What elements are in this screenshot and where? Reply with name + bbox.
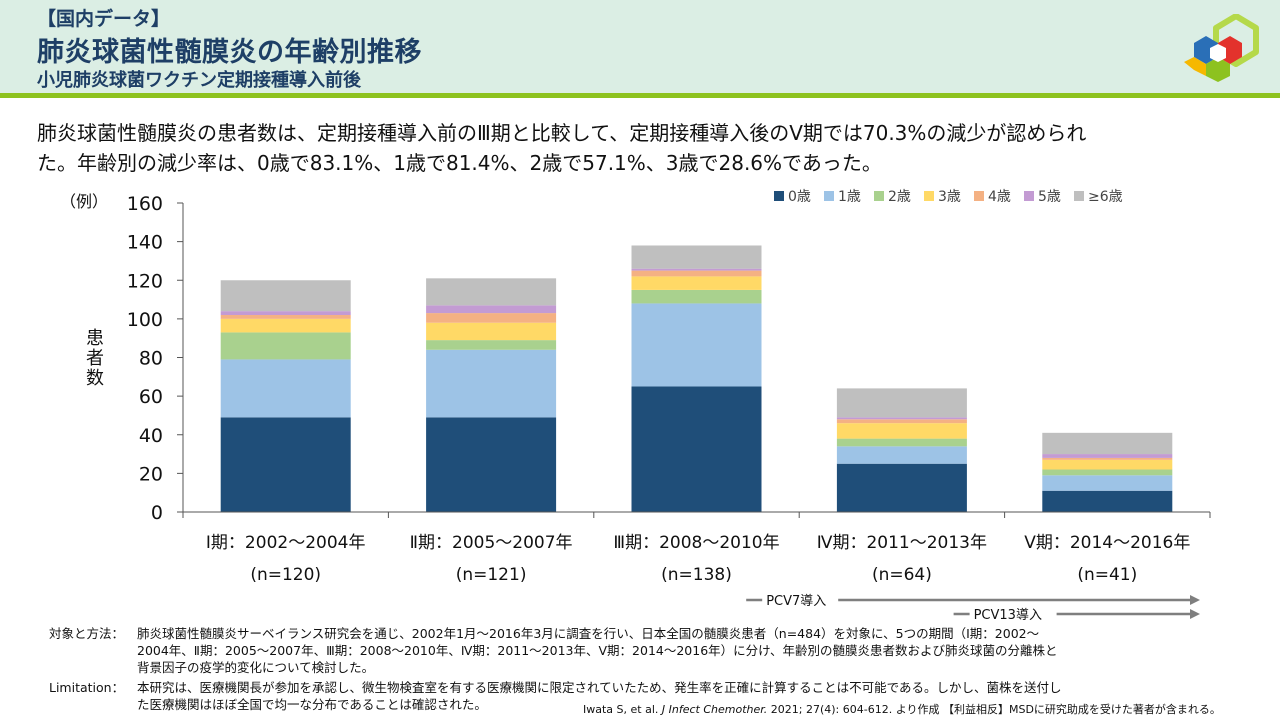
bar-segment (836, 446, 967, 464)
bar-segment (836, 419, 967, 424)
bar-segment (220, 332, 351, 360)
legend-label: 3歳 (938, 189, 961, 205)
summary-line-2: た。年齢別の減少率は、0歳で83.1%、1歳で81.4%、2歳で57.1%、3歳… (37, 151, 882, 175)
bar-segment (836, 417, 967, 420)
x-category-n-label: (n=41) (1077, 565, 1137, 585)
x-category-label: Ⅴ期：2014～2016年 (1024, 533, 1190, 553)
bar-segment (220, 315, 351, 319)
bar-segment (220, 318, 351, 333)
x-category-n-label: (n=120) (250, 565, 321, 585)
y-axis-title-char: 者 (86, 348, 104, 369)
legend-swatch (1074, 191, 1084, 201)
page-title: 肺炎球菌性髄膜炎の年齢別推移 (37, 37, 422, 68)
bar-segment (426, 278, 557, 306)
bar-segment (220, 311, 351, 316)
bar-segment (836, 423, 967, 439)
pcv-arrow-head (1190, 609, 1200, 619)
bar-segment (836, 438, 967, 447)
bar-segment (1042, 457, 1173, 460)
legend-swatch (874, 191, 884, 201)
y-tick-label: 120 (127, 270, 163, 292)
bar-segment (631, 268, 762, 271)
x-category-label: Ⅲ期：2008～2010年 (613, 533, 779, 553)
methods-line-1: 肺炎球菌性髄膜炎サーベイランス研究会を通じ、2002年1月～2016年3月に調査… (137, 626, 1040, 641)
y-tick-label: 20 (139, 463, 163, 485)
methods-line-2: 2004年、Ⅱ期：2005～2007年、Ⅲ期：2008～2010年、Ⅳ期：201… (137, 643, 1058, 658)
bar-segment (1042, 475, 1173, 491)
bar-segment (426, 349, 557, 418)
page-subtitle: 小児肺炎球菌ワクチン定期接種導入前後 (37, 70, 361, 91)
x-category-label: Ⅱ期：2005～2007年 (410, 533, 573, 553)
bar-segment (426, 305, 557, 314)
pcv-label: PCV7導入 (766, 594, 826, 609)
bar-segment (426, 313, 557, 323)
bar-segment (1042, 469, 1173, 476)
legend-swatch (824, 191, 834, 201)
category-tag: 【国内データ】 (37, 8, 171, 30)
bar-segment (631, 276, 762, 290)
legend-label: 1歳 (838, 189, 861, 205)
bar-segment (426, 417, 557, 512)
bar-segment (836, 463, 967, 512)
company-logo-icon (1184, 14, 1259, 82)
x-category-n-label: (n=121) (456, 565, 527, 585)
bar-segment (1042, 490, 1173, 512)
legend-swatch (1024, 191, 1034, 201)
legend-swatch (774, 191, 784, 201)
limitation-label: Limitation： (49, 680, 125, 695)
x-category-label: Ⅳ期：2011～2013年 (817, 533, 987, 553)
y-unit-label: （例） (60, 192, 108, 211)
legend-label: 0歳 (788, 189, 811, 205)
header-band: 【国内データ】 肺炎球菌性髄膜炎の年齢別推移 小児肺炎球菌ワクチン定期接種導入前… (0, 0, 1280, 93)
bar-segment (220, 280, 351, 312)
bar-segment (631, 303, 762, 387)
legend-swatch (974, 191, 984, 201)
y-tick-label: 80 (139, 348, 163, 370)
bar-segment (1042, 454, 1173, 458)
header-accent-line (0, 93, 1280, 98)
bar-segment (220, 417, 351, 512)
bar-segment (631, 386, 762, 512)
stacked-bar-chart: 0 20 40 60 80 100 120 140 160 （例） 患者数 Ⅰ期：2002～2004年… (60, 189, 1211, 620)
summary-line-1: 肺炎球菌性髄膜炎の患者数は、定期接種導入前のⅢ期と比較して、定期接種導入後のⅤ期… (37, 121, 1087, 145)
legend-label: 4歳 (988, 189, 1011, 205)
citation-details: 2021; 27(4): 604-612. より作成 【利益相反】MSDに研究助… (770, 703, 1221, 716)
limitation-line-2: た医療機関はほぼ全国で均一な分布であることは確認された。 (137, 697, 487, 712)
pcv-arrow-head (1190, 595, 1200, 605)
x-category-n-label: (n=64) (872, 565, 932, 585)
bar-segment (220, 359, 351, 418)
methods-line-3: 背景因子の疫学的変化について検討した。 (137, 660, 375, 675)
legend-label: 5歳 (1038, 189, 1061, 205)
bar-segment (426, 322, 557, 341)
y-axis-title-char: 患 (86, 328, 104, 349)
summary-text: 肺炎球菌性髄膜炎の患者数は、定期接種導入前のⅢ期と比較して、定期接種導入後のⅤ期… (37, 118, 1257, 178)
y-tick-label: 40 (139, 425, 163, 447)
legend-label: 2歳 (888, 189, 911, 205)
bar-segment (1042, 459, 1173, 470)
y-tick-label: 160 (127, 193, 163, 215)
citation-authors: Iwata S, et al. (583, 703, 659, 716)
legend-label: ≥6歳 (1088, 189, 1123, 205)
y-tick-label: 100 (127, 309, 163, 331)
x-category-label: Ⅰ期：2002～2004年 (206, 533, 366, 553)
bar-segment (836, 388, 967, 418)
y-tick-label: 0 (151, 502, 163, 524)
bar-segment (1042, 432, 1173, 455)
bar-segment (631, 245, 762, 269)
limitation-line-1: 本研究は、医療機関長が参加を承認し、微生物検査室を有する医療機関に限定されていた… (137, 680, 1062, 695)
pcv-label: PCV13導入 (974, 608, 1042, 620)
y-tick-label: 140 (127, 232, 163, 254)
bar-segment (631, 289, 762, 304)
bar-segment (631, 270, 762, 277)
citation-journal: J Infect Chemother. (661, 703, 768, 716)
methods-label: 対象と方法： (49, 626, 125, 641)
x-category-n-label: (n=138) (661, 565, 732, 585)
citation: Iwata S, et al. J Infect Chemother. 2021… (583, 701, 1221, 717)
legend-swatch (924, 191, 934, 201)
bar-segment (426, 340, 557, 350)
y-axis-title-char: 数 (86, 368, 104, 389)
y-tick-label: 60 (139, 386, 163, 408)
